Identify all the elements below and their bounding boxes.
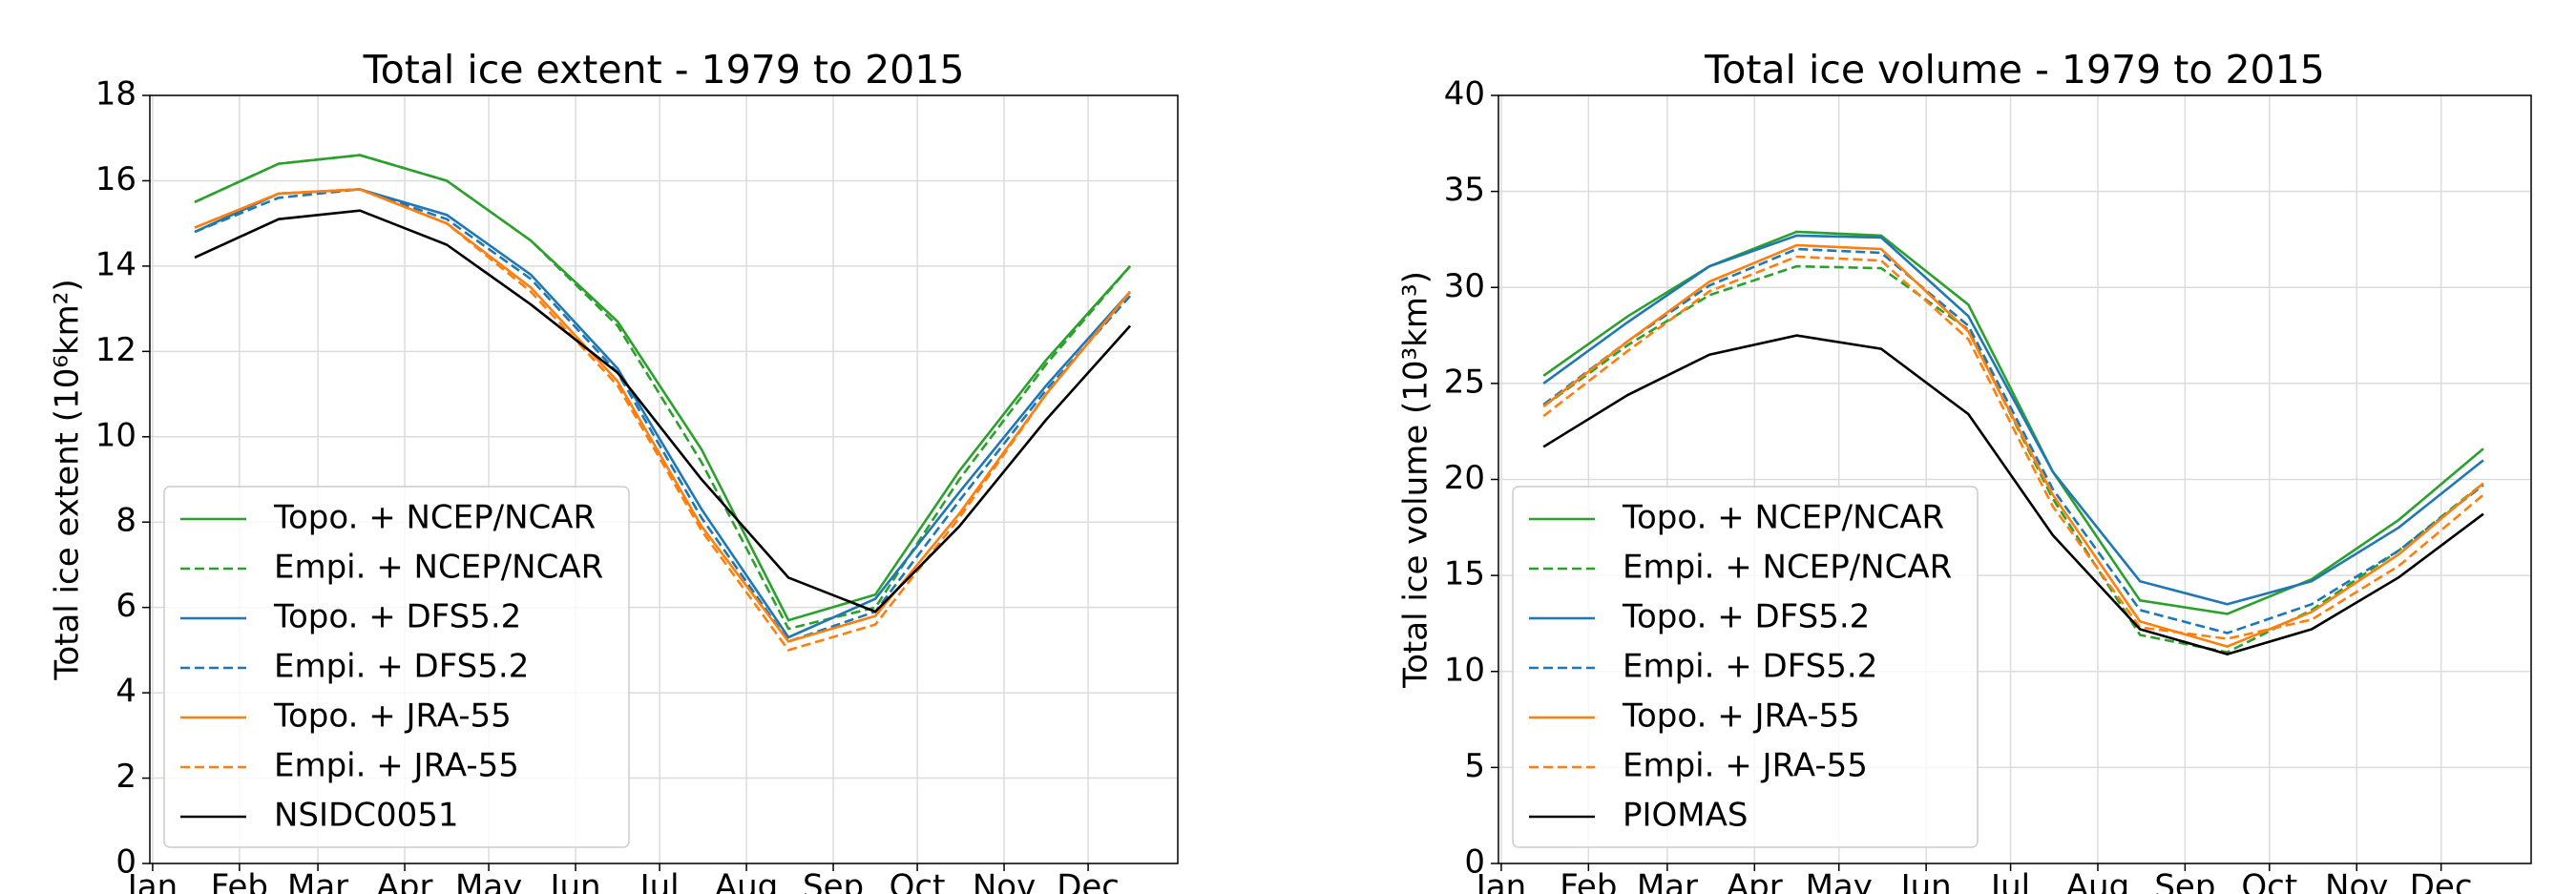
x-tick-label: Feb (211, 868, 268, 894)
legend-label: Empi. + NCEP/NCAR (1623, 549, 1952, 587)
y-tick-label: 14 (95, 245, 136, 283)
y-axis-label: Total ice volume (10³km³) (1397, 271, 1435, 689)
x-tick-label: Feb (1560, 868, 1617, 894)
series-line (1542, 243, 2484, 648)
y-tick-label: 16 (95, 160, 136, 198)
series-line (1542, 255, 2484, 640)
x-tick-label: Dec (2410, 868, 2473, 894)
legend-label: Topo. + DFS5.2 (273, 598, 521, 636)
x-tick-label: Sep (2154, 868, 2215, 894)
y-tick-label: 30 (1444, 267, 1485, 305)
y-tick-label: 10 (95, 416, 136, 454)
y-tick-label: 0 (115, 843, 136, 882)
series-line (1542, 234, 2484, 606)
legend-box (163, 486, 630, 848)
y-tick-label: 5 (1464, 747, 1485, 785)
y-tick-label: 12 (95, 331, 136, 369)
y-tick-label: 0 (1464, 843, 1485, 882)
y-tick-label: 2 (115, 758, 136, 796)
y-tick-label: 6 (115, 587, 136, 625)
x-tick-label: Jan (126, 868, 178, 894)
x-tick-label: Mar (287, 868, 348, 894)
y-tick-label: 25 (1444, 363, 1485, 401)
x-tick-label: Aug (2066, 868, 2129, 894)
legend-label: Empi. + DFS5.2 (274, 648, 529, 686)
legend-label: Empi. + DFS5.2 (1623, 648, 1877, 686)
x-tick-label: Jun (548, 868, 600, 894)
x-tick-label: Jan (1475, 868, 1526, 894)
x-tick-label: Apr (377, 868, 433, 894)
y-tick-label: 20 (1444, 459, 1485, 497)
chart-title: Total ice extent - 1979 to 2015 (363, 47, 965, 93)
legend-label: PIOMAS (1623, 797, 1748, 835)
legend-label: Empi. + JRA-55 (1623, 747, 1868, 785)
series-line (194, 188, 1132, 652)
x-tick-label: Dec (1057, 868, 1120, 894)
y-tick-label: 18 (95, 75, 136, 114)
x-tick-label: Oct (2241, 868, 2297, 894)
series-line (1542, 247, 2484, 634)
x-tick-label: Mar (1637, 868, 1698, 894)
series-line (194, 154, 1132, 631)
x-tick-label: May (455, 868, 522, 894)
y-tick-label: 35 (1444, 171, 1485, 209)
x-tick-label: Nov (973, 868, 1036, 894)
series-line (1542, 334, 2484, 655)
x-tick-label: Apr (1727, 868, 1783, 894)
x-tick-label: May (1806, 868, 1873, 894)
x-tick-label: Aug (715, 868, 778, 894)
legend: Topo. + NCEP/NCAR Empi. + NCEP/NCAR Topo. … (163, 486, 630, 848)
x-tick-label: Jul (1989, 868, 2030, 894)
y-tick-label: 15 (1444, 555, 1485, 593)
legend-label: Topo. + JRA-55 (273, 697, 512, 736)
x-tick-label: Jun (1899, 868, 1952, 894)
x-tick-label: Oct (890, 868, 946, 894)
x-tick-label: Jul (639, 868, 680, 894)
x-tick-label: Nov (2325, 868, 2388, 894)
axes-frame (149, 94, 1179, 864)
legend-label: Topo. + NCEP/NCAR (1622, 499, 1944, 537)
legend-label: Topo. + NCEP/NCAR (273, 499, 596, 537)
y-tick-label: 4 (115, 673, 136, 711)
legend-label: Empi. + NCEP/NCAR (274, 549, 603, 587)
y-tick-label: 10 (1444, 651, 1485, 689)
chart-title: Total ice volume - 1979 to 2015 (1704, 47, 2325, 93)
legend: Topo. + NCEP/NCAR Empi. + NCEP/NCAR Topo. … (1512, 486, 1979, 848)
legend-label: Empi. + JRA-55 (274, 747, 519, 785)
y-tick-label: 40 (1444, 75, 1485, 114)
y-axis-label: Total ice extent (10⁶km²) (49, 279, 87, 680)
legend-box (1512, 486, 1979, 848)
legend-label: Topo. + DFS5.2 (1622, 598, 1870, 636)
y-tick-label: 8 (115, 502, 136, 540)
legend-label: NSIDC0051 (274, 797, 459, 835)
axes-frame (1497, 94, 2532, 864)
x-tick-label: Sep (803, 868, 864, 894)
series-line (194, 209, 1132, 613)
legend-label: Topo. + JRA-55 (1622, 697, 1860, 736)
